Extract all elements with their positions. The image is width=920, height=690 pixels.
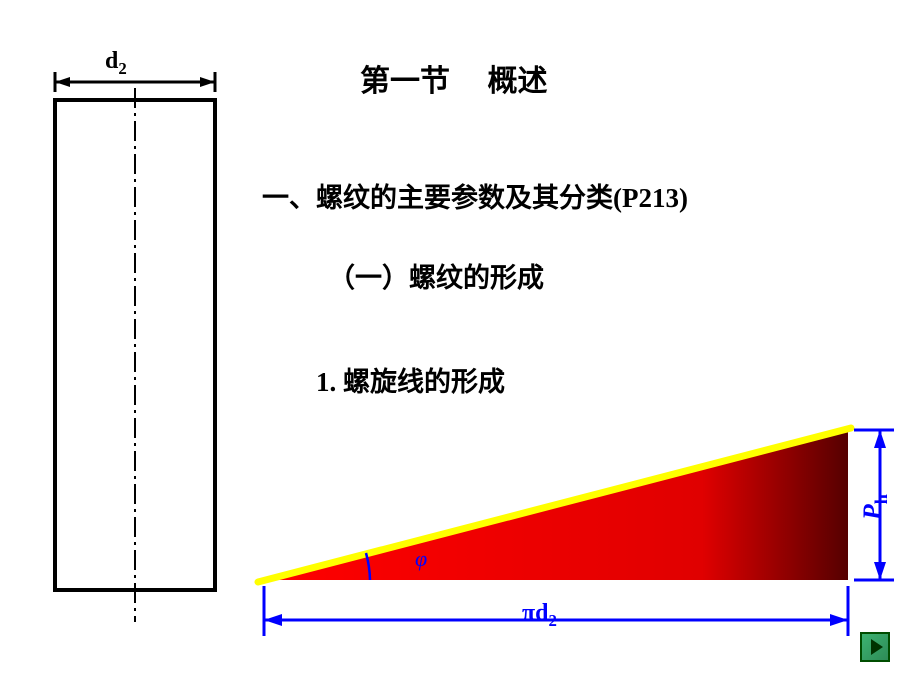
- play-button[interactable]: [860, 632, 890, 662]
- pi-d2-label: πd2: [522, 600, 557, 631]
- angle-phi-label: φ: [415, 546, 427, 572]
- ph-label: Ph: [858, 494, 892, 520]
- triangle-figure: [0, 0, 920, 690]
